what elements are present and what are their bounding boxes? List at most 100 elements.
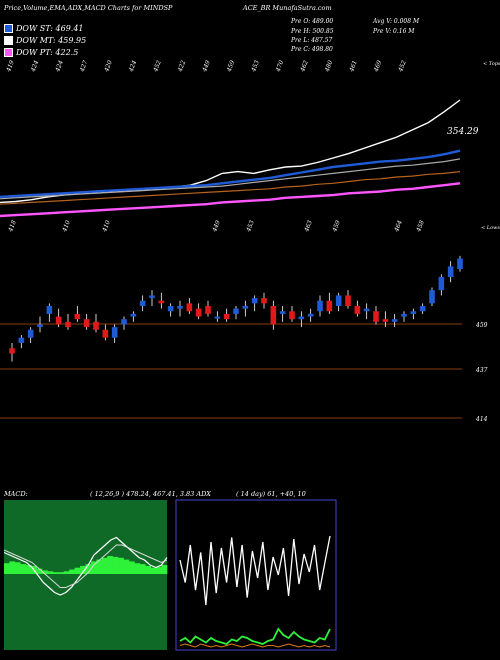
candle-body [223, 313, 230, 320]
macd-hist-bar [9, 561, 16, 574]
candle-body [317, 300, 323, 312]
macd-hist-bar [96, 559, 103, 574]
macd-hist-bar [4, 563, 10, 574]
adx-values: ( 14 day) 61, +40, 10 [236, 490, 306, 498]
macd-hist-bar [85, 564, 92, 574]
top-tick-label: 452 [397, 59, 408, 73]
legend-swatch-pt [4, 47, 13, 57]
top-tick-label: 424 [127, 59, 138, 73]
macd-signal-line [3, 544, 168, 588]
candle-body [121, 319, 127, 325]
legend-label-st: DOW ST: 469.41 [16, 23, 84, 33]
top-tick-label: 459 [225, 59, 236, 73]
macd-hist-bar [112, 556, 119, 574]
top-tick-label: 461 [348, 60, 359, 74]
candle-body [354, 306, 361, 314]
macd-hist-bar [145, 565, 151, 574]
top-tick-label: 427 [78, 59, 89, 73]
symbol-text: ACE_BR [243, 4, 271, 12]
candle-body [401, 313, 407, 317]
ema-line-1 [0, 149, 461, 199]
macd-hist-bar [36, 568, 43, 574]
macd-hist-bar [63, 571, 70, 574]
candle-body [46, 306, 53, 314]
candle-body [373, 311, 379, 322]
candle-body [83, 319, 90, 328]
macd-title: MACD: [3, 490, 28, 498]
low-tick-label: 464 [393, 219, 404, 233]
candle-body [335, 295, 342, 306]
adx-panel: ( 14 day) 61, +40, 10 [175, 490, 337, 651]
candle-body [27, 329, 34, 338]
macd-hist-bar [42, 570, 48, 574]
label-tops: < Tops [483, 61, 500, 67]
candle-body [55, 316, 62, 325]
stat-pre-c: Pre C: 498.80 [291, 46, 333, 53]
candle-body [242, 306, 249, 309]
macd-hist-bar [123, 559, 130, 574]
minus-di-line [179, 643, 331, 648]
stat-pre-v: Pre V: 0.16 M [373, 28, 415, 35]
top-tick-label: 422 [176, 59, 187, 73]
candle-body [102, 329, 109, 338]
stat-pre-o: Pre O: 489.00 [291, 18, 334, 25]
candle-body [214, 316, 221, 319]
stat-pre-h: Pre H: 500.85 [291, 28, 334, 35]
macd-hist-bar [47, 571, 54, 574]
candle-body [251, 298, 258, 304]
low-tick-label: 453 [245, 219, 256, 233]
chart-symbol: ACE_BR MunafaSutra.com [243, 4, 332, 12]
candle-body [279, 311, 286, 314]
candle-body [457, 258, 463, 270]
candle-body [18, 337, 25, 343]
macd-hist-bar [150, 567, 157, 574]
last-price-label: 354.29 [447, 127, 479, 137]
low-tick-label: 410 [61, 219, 72, 233]
top-tick-label: 470 [274, 59, 285, 73]
ema-line-4 [0, 182, 461, 218]
candle-body [111, 327, 118, 338]
label-lows: < Lows [481, 225, 500, 231]
macd-hist-bar [80, 565, 86, 574]
macd-hist-bar [90, 561, 97, 574]
candle-body [149, 295, 155, 299]
candle-body [298, 316, 305, 320]
legend-label-pt: DOW PT: 422.5 [16, 47, 79, 57]
price-axis-label: 459 [475, 322, 488, 329]
plus-di-line [179, 627, 331, 646]
candle-body [177, 306, 183, 309]
low-tick-label: 418 [7, 219, 18, 233]
candle-body [410, 311, 417, 314]
top-tick-label: 424 [54, 59, 65, 73]
candle-body [139, 300, 146, 306]
legend-item-mt: DOW MT: 459.95 [4, 34, 86, 46]
candle-body [270, 306, 277, 325]
candle-body [158, 300, 165, 304]
macd-hist-bar [139, 564, 146, 574]
macd-hist-bar [118, 557, 124, 574]
candle-body [233, 308, 239, 314]
macd-values: ( 12,26,9 ) 478.24, 467.41, 3.83 ADX [90, 490, 211, 498]
macd-hist-bar [107, 556, 113, 574]
candle-body [363, 308, 370, 312]
candle-body [195, 308, 202, 317]
macd-hist-bar [14, 562, 21, 574]
low-tick-label: 463 [303, 219, 314, 233]
legend-item-st: DOW ST: 469.41 [4, 22, 86, 34]
candle-body [9, 348, 15, 354]
low-tick-label: 459 [331, 219, 342, 233]
macd-hist-bar [74, 567, 81, 574]
candle-body [289, 311, 295, 320]
legend-label-mt: DOW MT: 459.95 [16, 35, 87, 45]
top-tick-label: 453 [250, 59, 261, 73]
candle-body [261, 298, 267, 304]
top-tick-label: 462 [299, 59, 310, 73]
macd-hist-bar [58, 572, 65, 574]
ema-panel: < Tops < Lows 419 424 424 427 420 424 452 422 449 4… [0, 59, 500, 234]
macd-hist-bar [128, 561, 135, 574]
candle-body [429, 290, 435, 304]
candle-body [74, 313, 81, 320]
legend: DOW ST: 469.41 DOW MT: 459.95 DOW PT: 42… [4, 22, 86, 58]
candle-body [167, 306, 174, 312]
